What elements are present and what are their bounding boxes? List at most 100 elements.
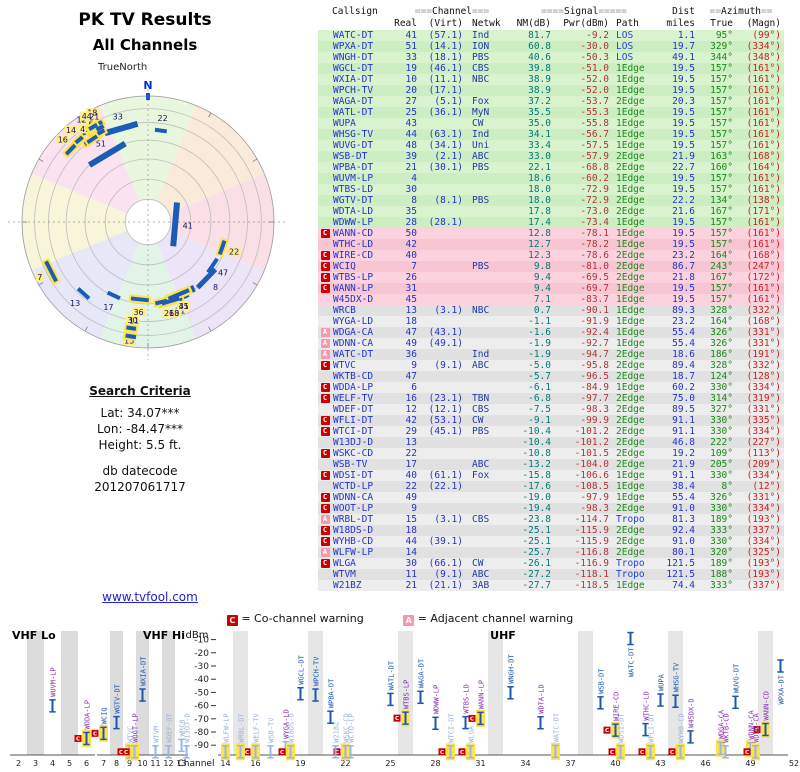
callsign-cell[interactable]: WDWW-LP: [333, 217, 374, 228]
callsign-cell[interactable]: WRBL-DT: [333, 514, 374, 525]
callsign-cell[interactable]: WRCB: [333, 305, 356, 316]
callsign-cell[interactable]: WATC-DT: [333, 30, 374, 41]
callsign-cell[interactable]: WCTD-LP: [333, 481, 374, 492]
callsign-cell[interactable]: WGCL-DT: [333, 63, 374, 74]
virtual-channel-cell: (57.1): [428, 30, 463, 41]
warning-marker-cell: A: [318, 328, 332, 337]
callsign-cell[interactable]: WPXA-DT: [333, 41, 374, 52]
station-callsign-label: WTCI-DT: [447, 713, 455, 743]
channel-axis-label: Channel: [178, 759, 215, 768]
power-cell: -90.1: [580, 305, 609, 316]
svg-text:C: C: [745, 750, 749, 756]
callsign-cell[interactable]: WDNN-CA: [333, 492, 374, 503]
distance-cell: 55.4: [672, 327, 695, 338]
magnetic-azimuth-cell: (334°): [746, 426, 781, 437]
distance-cell: 19.5: [672, 173, 695, 184]
callsign-cell[interactable]: WSKC-CD: [333, 448, 374, 459]
callsign-cell[interactable]: WUPA: [333, 118, 356, 129]
callsign-cell[interactable]: WKTB-CD: [333, 371, 374, 382]
power-cell: -30.0: [580, 41, 609, 52]
callsign-cell[interactable]: WGTV-DT: [333, 195, 374, 206]
callsign-cell[interactable]: WYHB-CD: [333, 536, 374, 547]
table-row: WSB-TV 17 ABC -13.2 -104.0 2Edge 21.9 205° (209°…: [318, 459, 784, 470]
radar-bar: 11: [127, 316, 139, 340]
power-cell: -101.5: [574, 448, 609, 459]
callsign-cell[interactable]: WUVG-DT: [333, 140, 374, 151]
true-azimuth-cell: 222°: [710, 437, 733, 448]
callsign-cell[interactable]: WTBS-LP: [333, 272, 374, 283]
callsign-cell[interactable]: WOOT-LP: [333, 503, 374, 514]
tvfool-link[interactable]: www.tvfool.com: [102, 590, 198, 604]
callsign-cell[interactable]: WUVM-LP: [333, 173, 374, 184]
callsign-cell[interactable]: WAGA-DT: [333, 96, 374, 107]
callsign-cell[interactable]: WTCI-DT: [333, 426, 374, 437]
callsign-cell[interactable]: WFLI-DT: [333, 415, 374, 426]
virtual-channel-cell: (18.1): [428, 52, 463, 63]
noise-margin-cell: 33.4: [528, 140, 551, 151]
distance-cell: 19.5: [672, 294, 695, 305]
callsign-cell[interactable]: WXIA-DT: [333, 74, 374, 85]
callsign-cell[interactable]: WLFW-LP: [333, 547, 374, 558]
distance-cell: 21.9: [672, 459, 695, 470]
callsign-cell[interactable]: WIRE-CD: [333, 250, 374, 261]
power-cell: -9.2: [586, 30, 609, 41]
callsign-cell[interactable]: WDEF-DT: [333, 404, 374, 415]
callsign-cell[interactable]: W13DJ-D: [333, 437, 374, 448]
callsign-cell[interactable]: WDTA-LD: [333, 206, 374, 217]
station-callsign-label: WPCH-TV: [312, 656, 320, 686]
radar-bar: 44: [80, 111, 101, 134]
magnetic-azimuth-cell: (161°): [746, 140, 781, 151]
noise-margin-cell: -23.8: [522, 514, 551, 525]
callsign-cell[interactable]: WATC-DT: [333, 349, 374, 360]
callsign-cell[interactable]: W21BZ: [333, 580, 362, 591]
callsign-cell[interactable]: WDDA-LP: [333, 382, 374, 393]
channel-tick-label: 4: [50, 759, 55, 768]
power-cell: -97.7: [580, 393, 609, 404]
callsign-cell[interactable]: WTBS-LD: [333, 184, 374, 195]
callsign-cell[interactable]: WTHC-LD: [333, 239, 374, 250]
table-row: C WANN-LP 31 9.4 -69.7 1Edge 19.5 157° (161°): [318, 283, 784, 294]
co-channel-warning-icon: C: [320, 493, 330, 502]
callsign-cell[interactable]: WSB-TV: [333, 459, 368, 470]
virtual-channel-cell: (39.1): [428, 536, 463, 547]
callsign-cell[interactable]: WHSG-TV: [333, 129, 374, 140]
noise-margin-cell: 81.7: [528, 30, 551, 41]
callsign-cell[interactable]: WANN-CD: [333, 228, 374, 239]
radar-bar: 22: [215, 237, 241, 258]
callsign-cell[interactable]: WANN-LP: [333, 283, 374, 294]
co-channel-warning-icon: C: [320, 416, 330, 425]
magnetic-azimuth-cell: (164°): [746, 162, 781, 173]
callsign-cell[interactable]: WATL-DT: [333, 107, 374, 118]
callsign-cell[interactable]: WPCH-TV: [333, 85, 374, 96]
callsign-cell[interactable]: WYGA-LD: [333, 316, 374, 327]
callsign-cell[interactable]: WDSI-DT: [333, 470, 374, 481]
radar-channel-label: 7: [37, 273, 42, 282]
path-cell: 2Edge: [616, 250, 645, 261]
callsign-cell[interactable]: W18DS-D: [333, 525, 374, 536]
true-azimuth-cell: 167°: [710, 206, 733, 217]
path-cell: 1Edge: [616, 107, 645, 118]
warning-marker-cell: C: [318, 504, 332, 513]
path-cell: 2Edge: [616, 426, 645, 437]
callsign-cell[interactable]: W45DX-D: [333, 294, 374, 305]
station-callsign-label: WYHB-CD: [677, 713, 685, 743]
callsign-cell[interactable]: WELF-TV: [333, 393, 374, 404]
callsign-cell[interactable]: WDNN-CA: [333, 338, 374, 349]
callsign-cell[interactable]: WNGH-DT: [333, 52, 374, 63]
distance-cell: 80.1: [672, 547, 695, 558]
path-cell: 2Edge: [616, 437, 645, 448]
real-channel-cell: 49: [405, 338, 417, 349]
radar-channel-label: 8: [213, 283, 218, 292]
callsign-cell[interactable]: WSB-DT: [333, 151, 368, 162]
callsign-cell[interactable]: WTVM: [333, 569, 356, 580]
station-glyph: WATC-DT: [627, 631, 635, 677]
callsign-cell[interactable]: WCIQ: [333, 261, 356, 272]
callsign-cell[interactable]: WDGA-CA: [333, 327, 374, 338]
table-row: WDTA-LD 35 17.8 -73.0 2Edge 21.6 167° (171°): [318, 206, 784, 217]
callsign-cell[interactable]: WPBA-DT: [333, 162, 374, 173]
callsign-cell[interactable]: WLGA: [333, 558, 356, 569]
warning-marker-cell: C: [318, 493, 332, 502]
callsign-cell[interactable]: WTVC: [333, 360, 356, 371]
table-row: A WDGA-CA 47 (43.1) -1.6 -92.4 1Edge 55.4 326° (3…: [318, 327, 784, 338]
